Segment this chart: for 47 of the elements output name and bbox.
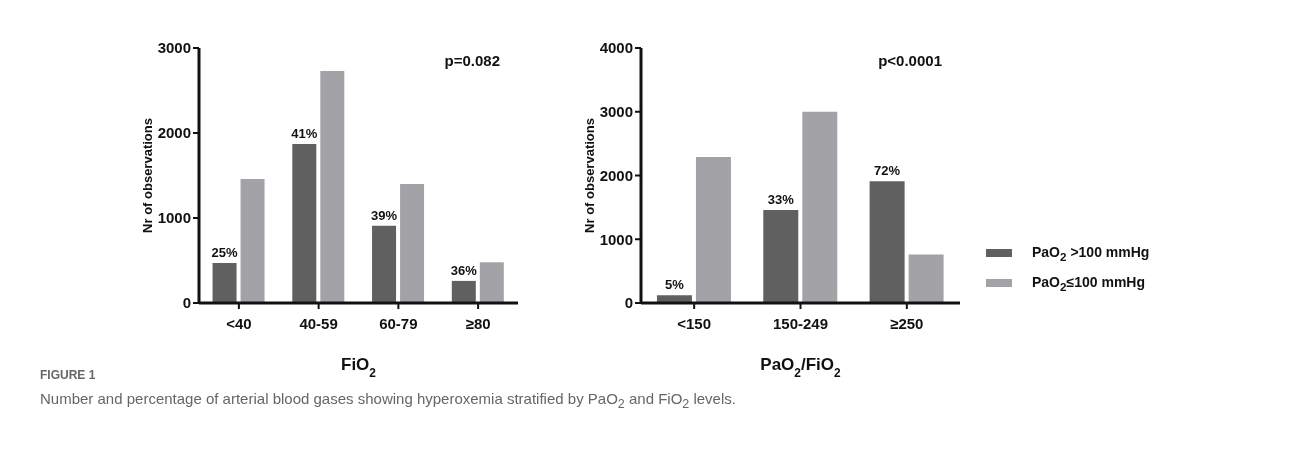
bar xyxy=(292,144,317,303)
x-tick-label: ≥80 xyxy=(465,315,491,332)
x-tick-label: <150 xyxy=(677,315,712,332)
y-tick-label: 2000 xyxy=(599,166,633,184)
y-tick-label: 1000 xyxy=(157,209,191,227)
annotation: 25% xyxy=(211,245,238,261)
legend-label: PaO$_{2}$ >100 mmHg xyxy=(1032,243,1150,263)
annotation: 41% xyxy=(291,126,318,142)
text: Number and percentage of arterial blood gases showing hyperoxemia stratified by PaO$_{2}$ and FiO$_{2}$ levels. xyxy=(40,390,736,411)
annotation: 39% xyxy=(371,207,398,223)
annotation: p=0.082 xyxy=(444,52,500,69)
x-tick-label: ≥250 xyxy=(890,315,924,332)
y-tick-label: 3000 xyxy=(157,39,191,57)
y-tick-label: 0 xyxy=(182,294,191,312)
x-tick-label: 40-59 xyxy=(299,315,338,332)
bar xyxy=(451,280,476,303)
bar xyxy=(479,262,504,303)
bar xyxy=(212,263,237,303)
bar xyxy=(656,295,692,303)
bar xyxy=(763,209,799,303)
bar xyxy=(400,184,425,303)
bar xyxy=(372,225,397,303)
y-tick-label: 3000 xyxy=(599,103,633,121)
annotation: 72% xyxy=(874,163,901,179)
x-axis-title: PaO$_{2}$/FiO$_{2}$ xyxy=(760,355,842,380)
x-tick-label: 60-79 xyxy=(379,315,418,332)
y-tick-label: 0 xyxy=(624,294,633,312)
x-tick-label: 150-249 xyxy=(772,315,829,332)
x-tick-label: <40 xyxy=(226,315,252,332)
annotation: p<0.0001 xyxy=(878,52,942,69)
bar xyxy=(320,70,345,303)
annotation: 33% xyxy=(767,191,795,207)
bar xyxy=(695,157,731,303)
x-axis-title: FiO$_{2}$ xyxy=(341,355,377,380)
legend-label: PaO$_{2}$≤100 mmHg xyxy=(1032,273,1145,293)
bar xyxy=(908,254,944,303)
y-tick-label: 4000 xyxy=(599,39,633,57)
y-axis-title: Nr of observations xyxy=(139,118,155,233)
annotation: 5% xyxy=(665,277,685,293)
caption: FIGURE 1 xyxy=(40,368,96,382)
y-tick-label: 1000 xyxy=(599,230,633,248)
y-tick-label: 2000 xyxy=(157,124,191,142)
bar xyxy=(869,181,905,303)
bar xyxy=(240,178,265,303)
annotation: 36% xyxy=(450,262,478,278)
bar xyxy=(802,111,838,303)
y-axis-title: Nr of observations xyxy=(581,118,597,233)
